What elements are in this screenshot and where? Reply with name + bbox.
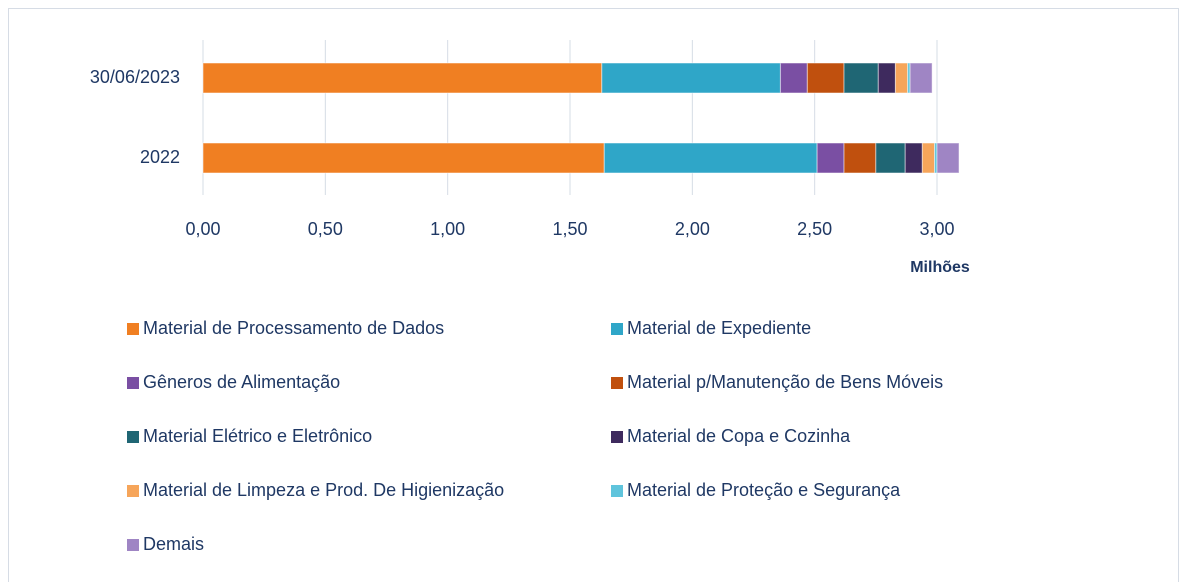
bar-segment — [601, 62, 781, 94]
legend-swatch — [127, 431, 139, 443]
x-tick-label: 2,50 — [797, 219, 832, 239]
legend-swatch — [611, 431, 623, 443]
legend-label: Material de Expediente — [627, 318, 811, 338]
legend-label: Material Elétrico e Eletrônico — [143, 426, 372, 446]
x-tick-label: 0,00 — [185, 219, 220, 239]
x-axis-label: Milhões — [910, 259, 970, 276]
bar-segment — [877, 62, 896, 94]
bar-segment — [921, 142, 936, 174]
legend-swatch — [611, 323, 623, 335]
x-tick-label: 3,00 — [919, 219, 954, 239]
legend-label: Material de Processamento de Dados — [143, 318, 444, 338]
legend-swatch — [127, 377, 139, 389]
bar-segment — [875, 142, 906, 174]
bar-segment — [843, 62, 879, 94]
chart-frame — [8, 8, 1179, 582]
bar-segment — [909, 62, 933, 94]
legend-label: Material de Proteção e Segurança — [627, 480, 901, 500]
bar-segment — [202, 142, 605, 174]
legend-swatch — [127, 323, 139, 335]
bar-segment — [816, 142, 845, 174]
legend-label: Material p/Manutenção de Bens Móveis — [627, 372, 943, 392]
legend-swatch — [611, 377, 623, 389]
x-tick-label: 0,50 — [308, 219, 343, 239]
bar-segment — [843, 142, 877, 174]
legend-label: Material de Limpeza e Prod. De Higieniza… — [143, 480, 504, 500]
bar-segment — [202, 62, 603, 94]
bar-segment — [894, 62, 909, 94]
bar-segment — [936, 142, 960, 174]
y-tick-label: 30/06/2023 — [90, 67, 180, 87]
x-tick-label: 2,00 — [675, 219, 710, 239]
legend-label: Demais — [143, 534, 204, 554]
legend-swatch — [127, 539, 139, 551]
legend-swatch — [127, 485, 139, 497]
x-tick-label: 1,50 — [552, 219, 587, 239]
x-tick-label: 1,00 — [430, 219, 465, 239]
bar-segment — [603, 142, 818, 174]
bar-segment — [806, 62, 845, 94]
legend-swatch — [611, 485, 623, 497]
bar-segment — [779, 62, 808, 94]
legend-label: Gêneros de Alimentação — [143, 372, 340, 392]
bar-segment — [904, 142, 923, 174]
legend-label: Material de Copa e Cozinha — [627, 426, 851, 446]
y-tick-label: 2022 — [140, 147, 180, 167]
